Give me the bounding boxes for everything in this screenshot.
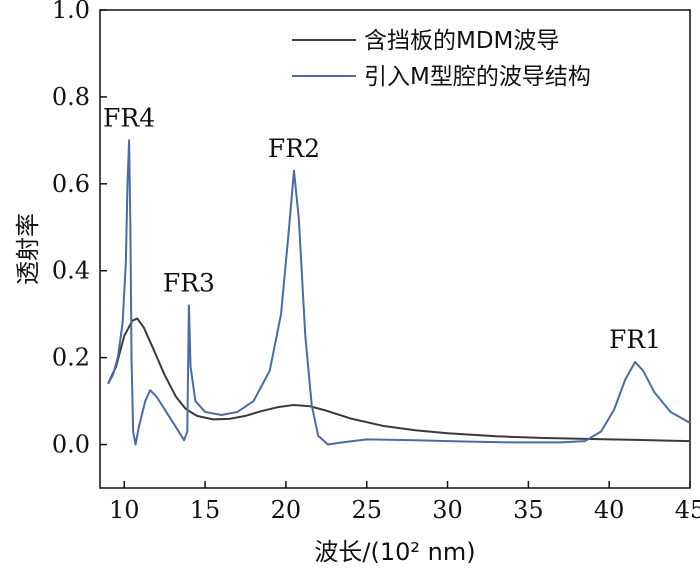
peak-label-fr2: FR2 [268, 134, 320, 163]
peak-labels: FR4 FR3 FR2 FR1 [103, 103, 661, 354]
x-tick-label: 40 [594, 496, 625, 524]
x-tick-label: 35 [513, 496, 544, 524]
peak-label-fr1: FR1 [609, 325, 661, 354]
peak-label-fr4: FR4 [103, 103, 155, 132]
x-tick-label: 20 [271, 496, 302, 524]
y-axis-ticks: 0.0 0.2 0.4 0.6 0.8 1.0 [52, 0, 107, 459]
x-tick-label: 30 [432, 496, 463, 524]
peak-label-fr3: FR3 [163, 268, 215, 297]
series-lines [107, 139, 691, 446]
x-axis-ticks: 10 15 20 25 30 35 40 45 [109, 481, 700, 524]
legend-label-mdm: 含挡板的MDM波导 [364, 28, 559, 54]
y-axis-title: 透射率 [14, 213, 42, 285]
y-tick-label: 0.2 [52, 344, 90, 372]
x-tick-label: 45 [675, 496, 700, 524]
y-tick-label: 0.6 [52, 170, 90, 198]
series-line-0 [107, 317, 691, 443]
series-line-1 [107, 139, 691, 446]
y-tick-label: 0.8 [52, 83, 90, 111]
y-tick-label: 1.0 [52, 0, 90, 24]
y-tick-label: 0.4 [52, 257, 90, 285]
legend-label-m-cavity: 引入M型腔的波导结构 [364, 64, 591, 90]
x-axis-title: 波长/(10² nm) [314, 538, 475, 566]
x-tick-label: 10 [109, 496, 140, 524]
y-tick-label: 0.0 [52, 431, 90, 459]
legend: 含挡板的MDM波导 引入M型腔的波导结构 [292, 28, 591, 90]
x-tick-label: 25 [351, 496, 382, 524]
plot-frame [99, 9, 691, 489]
x-tick-label: 15 [190, 496, 221, 524]
